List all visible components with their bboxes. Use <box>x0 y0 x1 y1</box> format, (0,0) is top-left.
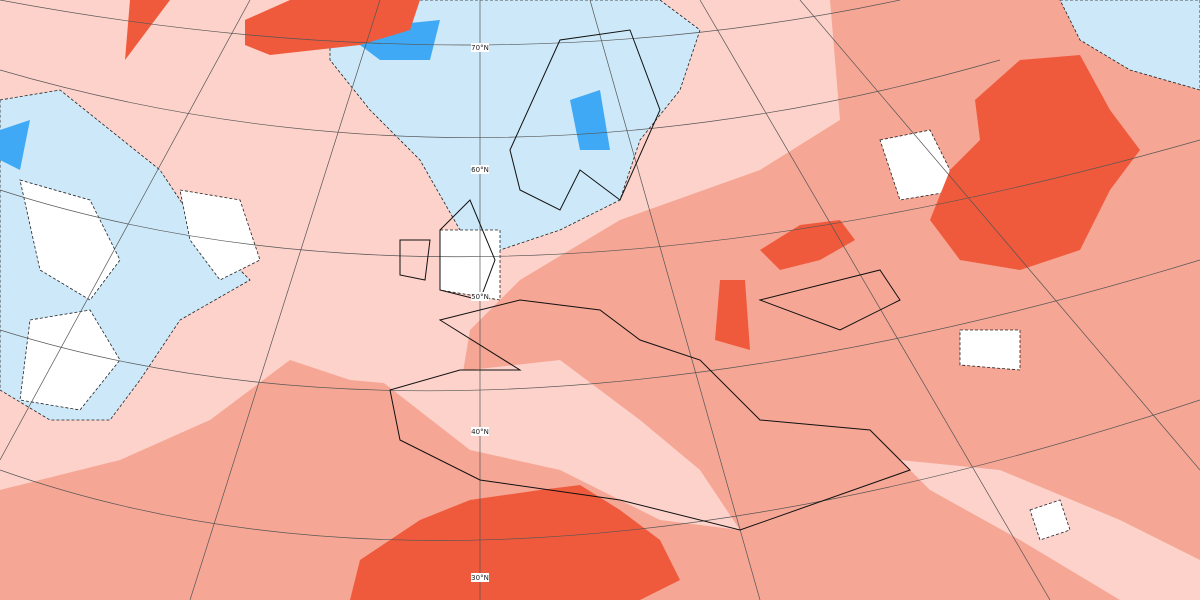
strong-warm-region <box>350 485 680 600</box>
coastlines <box>389 29 911 531</box>
strong-warm-region <box>715 220 855 350</box>
latitude-label-bg <box>471 292 489 301</box>
latitude-label: 60°N <box>471 166 489 174</box>
strong-warm-region <box>125 0 170 60</box>
strong-warm-region <box>930 55 1140 270</box>
neutral-region <box>19 129 1071 541</box>
latitude-label: 70°N <box>471 44 489 52</box>
latitude-label-bg <box>471 573 489 582</box>
latitude-label: 40°N <box>471 428 489 436</box>
latitude-label-bg <box>471 427 489 436</box>
latitude-label: 50°N <box>471 293 489 301</box>
cold-anomaly-region <box>1059 0 1200 91</box>
light-anomaly-region <box>380 360 740 530</box>
strong-warm-region <box>245 0 420 55</box>
latitude-label-bg <box>471 165 489 174</box>
latitude-label: 30°N <box>471 574 489 582</box>
latitude-label-bg <box>471 43 489 52</box>
